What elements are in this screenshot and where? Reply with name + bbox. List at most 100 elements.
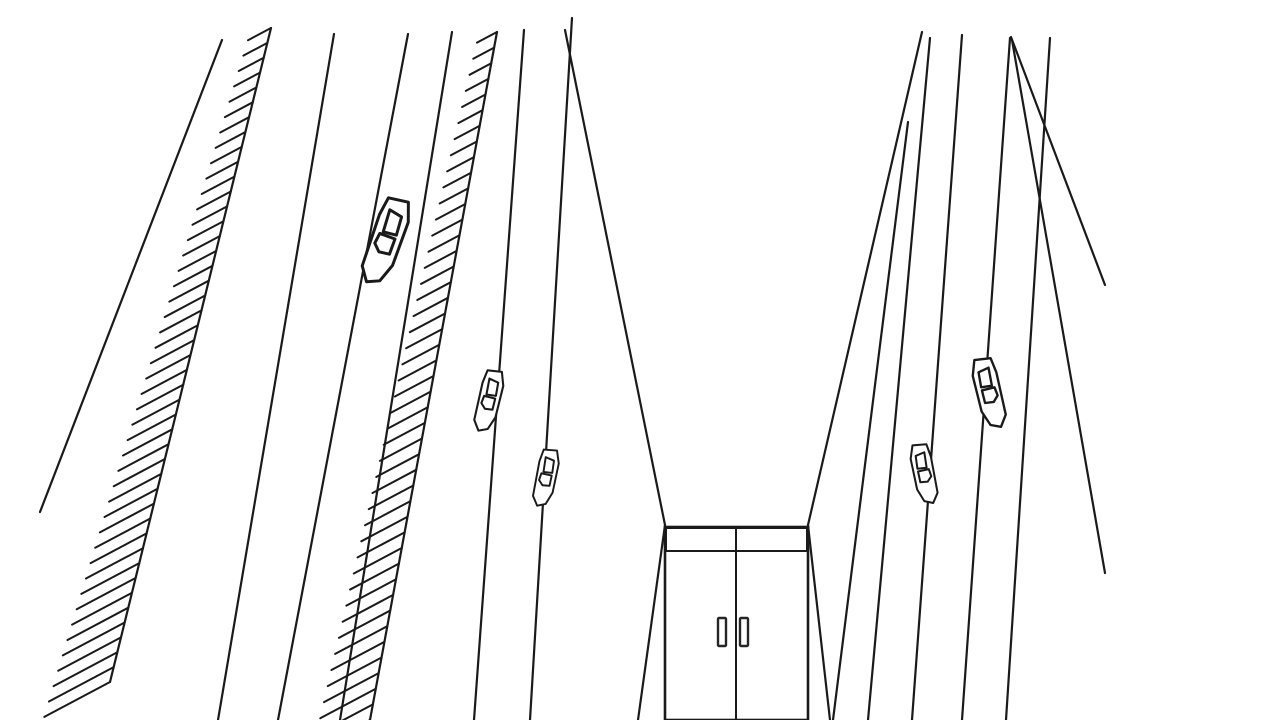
hatch-band-inner-left-tick [416, 281, 452, 302]
hatch-band-inner-left-tick [431, 218, 464, 237]
hatch-band-inner-left-tick [412, 296, 449, 318]
hatch-band-inner-left-tick [434, 203, 467, 221]
hatch-band-outer-left-tick [126, 413, 177, 442]
hatch-band-inner-left-tick [334, 625, 389, 655]
hatch-band-inner-left-tick [457, 109, 484, 125]
hatch-band-outer-left-tick [228, 86, 258, 103]
car-right-near [909, 443, 939, 505]
hatch-band-outer-left-tick [145, 354, 192, 380]
hatch-band-outer-left-tick [205, 160, 240, 180]
hatch-band-inner-left-tick [408, 312, 447, 334]
hatch-band-outer-left-tick [117, 443, 170, 472]
hatch-band-outer-left-tick [98, 502, 155, 534]
hatch-band-inner-left-tick [453, 124, 481, 141]
hatch-band-inner-left-tick [449, 140, 478, 157]
left-door-handle[interactable] [716, 616, 728, 648]
car-right-far-detail [980, 386, 999, 405]
hatch-band-inner-left-tick [475, 31, 498, 44]
hatch-band-inner-left-tick [464, 77, 490, 92]
hatch-band-inner-left-tick [420, 265, 455, 285]
hatch-band-inner-left-tick [386, 406, 429, 430]
hatch-band-outer-left-tick [47, 666, 115, 703]
hatch-band-outer-left-tick [219, 116, 251, 134]
hatch-band-outer-left-tick [237, 56, 265, 72]
hatch-band-inner-left-tick [446, 156, 475, 173]
hatch-band-inner-left-tick [427, 234, 461, 253]
right-lane-line-2 [866, 36, 932, 720]
left-lane-line-3 [276, 32, 410, 720]
hatch-band-outer-left-tick [135, 383, 185, 411]
hatch-band-inner-left-tick [401, 343, 441, 366]
hatch-band-outer-left-tick [43, 681, 111, 718]
car-right-near-detail [917, 468, 933, 484]
hatch-band-outer-left-tick [94, 517, 152, 549]
hatch-band-outer-left-tick [214, 131, 247, 149]
hatch-band-inner-left-tick [345, 578, 397, 607]
hatch-band-inner-left-tick [423, 249, 458, 269]
hatch-band-outer-left-tick [154, 324, 199, 349]
hatch-band-outer-left-tick [84, 547, 144, 580]
hatch-band-inner-left-tick [367, 484, 415, 511]
hatch-band-outer-left-tick [108, 472, 163, 503]
hatch-band-outer-left-tick [57, 636, 122, 672]
left-lane-line-2 [216, 32, 336, 720]
car-left-mid [473, 369, 505, 432]
right-door-handle[interactable] [738, 616, 750, 648]
hatch-band-inner-left-tick [405, 328, 444, 350]
left-hatch-group [43, 26, 499, 720]
hatch-band-inner-left-tick [352, 547, 403, 575]
car-right-far [971, 357, 1007, 429]
hatch-band-outer-left-tick [247, 27, 272, 42]
hatch-band-outer-left-tick [200, 175, 236, 196]
hatch-band-inner-left-tick [378, 437, 423, 462]
hatch-band-outer-left [43, 26, 273, 718]
right-lane-line-6 [1010, 38, 1107, 575]
hatch-band-inner-left-tick [326, 656, 383, 688]
right-door-jamb-line [806, 523, 832, 720]
hatch-band-inner-left-tick [375, 453, 421, 478]
left-lane-line-4 [338, 30, 454, 720]
hatch-band-outer-left-tick [191, 205, 229, 226]
transom-pane-right [735, 527, 808, 552]
hatch-band-outer-left-tick [140, 368, 188, 395]
hatch-band-inner-left-tick [468, 62, 493, 76]
right-lane-line-5 [1004, 36, 1052, 720]
hatch-band-outer-left-tick [177, 249, 218, 272]
hatch-band-inner-left-tick [356, 531, 406, 559]
hatch-band-outer-left-tick [186, 220, 225, 242]
hatch-band-outer-left-tick [103, 487, 159, 518]
hatch-band-outer-left-tick [71, 591, 133, 626]
hatch-band-inner-left-tick [360, 515, 409, 543]
hatch-band-outer-left-tick [149, 339, 196, 365]
door-assembly[interactable] [663, 525, 810, 720]
hatch-band-inner-left-tick [364, 500, 412, 527]
hatch-band-inner-left-tick [442, 171, 473, 189]
hatch-band-outer-left-tick [182, 235, 221, 257]
hatch-band-outer-left-tick [159, 309, 203, 334]
hatch-band-inner-left-tick [438, 187, 470, 205]
right-lane-line-3 [910, 33, 964, 720]
hatch-band-inner-left-tick [349, 562, 400, 591]
hatch-band-outer-left-tick [52, 651, 119, 688]
car-left-mid-detail [480, 394, 497, 411]
hatch-band-inner-left-tick [472, 46, 496, 60]
car-left-near-window [542, 456, 555, 474]
hatch-band-outer-left-tick [61, 621, 126, 657]
car-left-mid-window [485, 377, 500, 397]
car-left-far-window [381, 208, 404, 237]
hatch-band-inner-left [319, 30, 499, 720]
hatch-band-inner-left-tick [330, 640, 386, 671]
hatch-band-outer-left-tick [131, 398, 181, 426]
hatch-band-inner-left-tick [341, 703, 374, 720]
car-left-near [532, 448, 560, 507]
hatch-band-inner-left-tick [393, 375, 435, 398]
hatch-band-outer-left-tick [233, 71, 262, 88]
car-left-far [360, 196, 410, 284]
hatch-band-inner-left-tick [390, 390, 432, 414]
hatch-band-outer-left-tick [66, 606, 130, 642]
hatch-band-inner-left-tick [371, 468, 418, 495]
hatch-band-outer-left-tick [112, 458, 166, 488]
hatch-band-inner-left-tick [461, 93, 487, 108]
hatch-band-inner-left-tick [397, 359, 438, 382]
